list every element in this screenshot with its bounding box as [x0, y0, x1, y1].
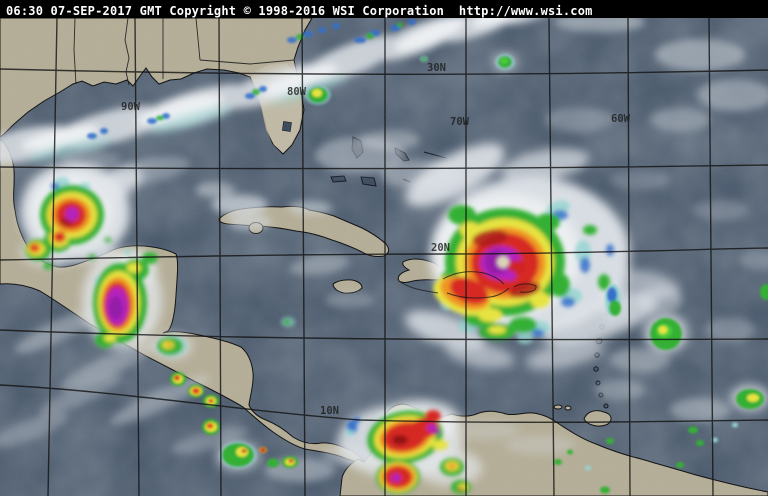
banner-text: 06:30 07-SEP-2017 GMT Copyright © 1998-2… — [6, 4, 593, 18]
timestamp-banner: 06:30 07-SEP-2017 GMT Copyright © 1998-2… — [0, 0, 768, 18]
sensor-grain-overlay — [0, 18, 768, 496]
